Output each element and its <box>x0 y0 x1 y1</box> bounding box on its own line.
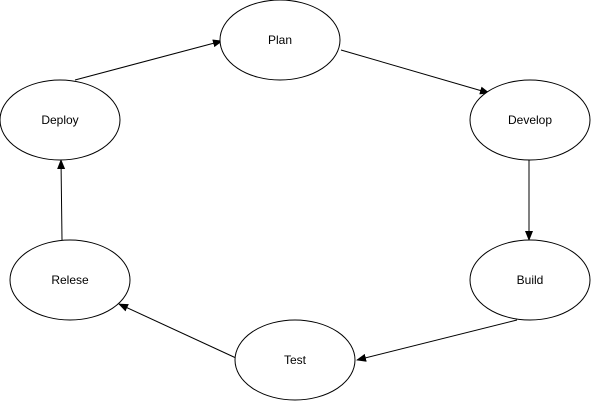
node-build: Build <box>469 239 591 321</box>
node-deploy-shape <box>0 79 121 161</box>
node-plan-label: Plan <box>268 33 292 47</box>
edge-release-deploy <box>57 159 66 241</box>
node-build-shape <box>469 239 591 321</box>
node-build-label: Build <box>517 273 544 287</box>
node-develop-label: Develop <box>508 113 552 127</box>
node-test-label: Test <box>284 353 307 367</box>
edge-plan-develop <box>340 49 490 95</box>
edge-build-test <box>356 319 518 362</box>
node-test: Test <box>234 319 356 401</box>
node-test-shape <box>234 319 356 401</box>
node-deploy: Deploy <box>0 79 121 161</box>
node-release: Relese <box>9 239 131 321</box>
node-develop-shape <box>469 79 591 161</box>
edges <box>57 39 533 362</box>
node-develop: Develop <box>469 79 591 161</box>
edge-deploy-plan <box>74 39 223 81</box>
edge-test-release <box>118 303 237 359</box>
node-plan-shape <box>219 0 341 81</box>
node-release-label: Relese <box>51 273 89 287</box>
node-deploy-label: Deploy <box>41 113 78 127</box>
node-plan: Plan <box>219 0 341 81</box>
node-release-shape <box>9 239 131 321</box>
